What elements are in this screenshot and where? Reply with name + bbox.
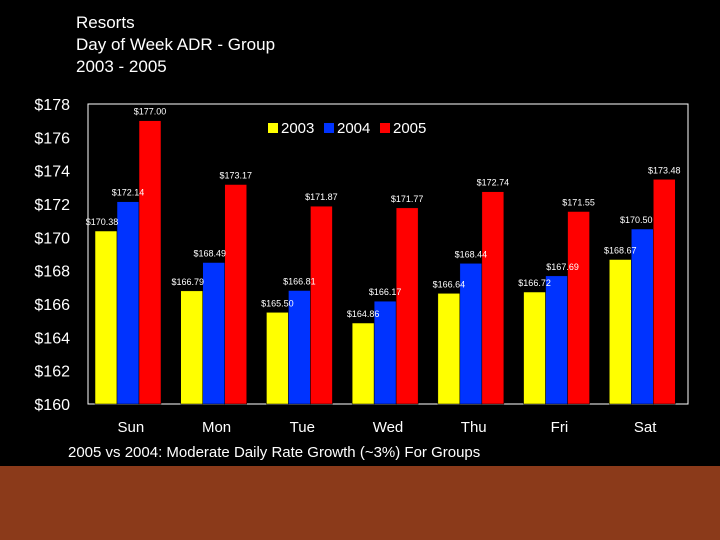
bar-2003-mon [180, 290, 203, 405]
data-label: $167.69 [546, 262, 579, 272]
bar-2003-sat [609, 259, 632, 405]
data-label: $168.44 [455, 249, 488, 259]
legend-swatch-2003 [268, 123, 278, 133]
y-tick-label: $174 [34, 164, 70, 181]
x-tick-label: Wed [373, 419, 404, 436]
data-label: $173.48 [648, 165, 681, 175]
bar-2005-wed [395, 207, 419, 405]
bar-2005-tue [310, 205, 333, 405]
bar-2003-wed [351, 322, 375, 405]
x-tick-label: Sat [634, 419, 657, 436]
y-tick-label: $176 [34, 130, 70, 147]
data-label: $166.64 [433, 279, 466, 289]
title-line-3: 2003 - 2005 [76, 57, 167, 76]
legend-swatch-2004 [324, 123, 334, 133]
bar-labels: $170.38 $172.14 $177.00 $166.79 $168.49 $173.… [86, 107, 681, 319]
data-label: $172.14 [112, 188, 145, 198]
y-tick-label: $164 [34, 330, 70, 347]
legend-label-2003: 2003 [281, 120, 314, 137]
data-label: $168.67 [604, 246, 637, 256]
bar-2004-sun [116, 201, 140, 405]
bar-2005-fri [567, 211, 590, 405]
bar-2003-thu [437, 293, 461, 405]
y-tick-label: $170 [34, 230, 70, 247]
data-label: $171.87 [305, 192, 338, 202]
legend: 2003 2004 2005 [268, 120, 426, 137]
bar-2005-sun [138, 120, 162, 405]
x-tick-label: Fri [551, 419, 569, 436]
bar-2003-sun [94, 230, 118, 405]
bar-2003-tue [266, 312, 289, 405]
bar-chart: $160 $162 $164 $166 $168 $170 $172 $174 $176 $178… [34, 97, 689, 436]
y-tick-label: $178 [34, 97, 70, 114]
legend-label-2004: 2004 [337, 120, 370, 137]
title-block: Resorts Day of Week ADR - Group 2003 - 2… [76, 12, 275, 78]
bar-2003-fri [523, 291, 546, 405]
bar-2005-sat [653, 179, 676, 405]
bar-2004-mon [202, 262, 225, 405]
data-label: $166.79 [171, 277, 204, 287]
data-label: $168.49 [193, 249, 226, 259]
legend-swatch-2005 [380, 123, 390, 133]
x-tick-label: Thu [461, 419, 487, 436]
data-label: $170.50 [620, 215, 653, 225]
y-tick-label: $160 [34, 397, 70, 414]
x-tick-label: Mon [202, 419, 231, 436]
data-label: $166.81 [283, 277, 316, 287]
x-tick-label: Tue [290, 419, 315, 436]
data-label: $170.38 [86, 217, 119, 227]
y-tick-label: $166 [34, 297, 70, 314]
data-label: $165.50 [261, 298, 294, 308]
data-label: $164.86 [347, 309, 380, 319]
bars [94, 120, 676, 405]
data-label: $171.55 [562, 198, 595, 208]
data-label: $166.17 [369, 287, 402, 297]
data-label: $177.00 [134, 107, 167, 117]
data-label: $171.77 [391, 194, 424, 204]
data-label: $173.17 [219, 171, 252, 181]
title-line-1: Resorts [76, 13, 135, 32]
bar-2005-thu [481, 191, 505, 405]
y-tick-label: $168 [34, 264, 70, 281]
x-axis-ticks: Sun Mon Tue Wed Thu Fri Sat [118, 419, 658, 436]
chart-caption: 2005 vs 2004: Moderate Daily Rate Growth… [68, 444, 481, 461]
data-label: $166.72 [518, 278, 551, 288]
bar-2004-fri [545, 275, 568, 405]
y-tick-label: $172 [34, 197, 70, 214]
footer-band [0, 466, 720, 540]
bar-2005-mon [224, 184, 247, 405]
legend-label-2005: 2005 [393, 120, 426, 137]
y-axis-ticks: $160 $162 $164 $166 $168 $170 $172 $174 $176 $178 [34, 97, 70, 414]
y-tick-label: $162 [34, 364, 70, 381]
x-tick-label: Sun [118, 419, 145, 436]
data-label: $172.74 [477, 178, 510, 188]
title-line-2: Day of Week ADR - Group [76, 35, 276, 54]
